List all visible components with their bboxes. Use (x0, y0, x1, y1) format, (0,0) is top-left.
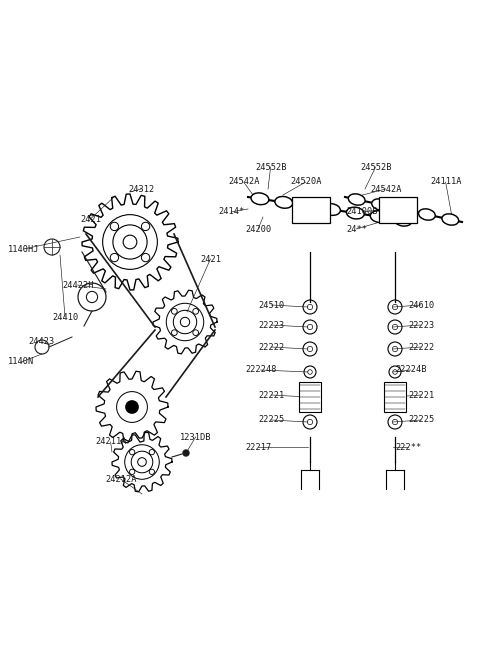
Text: 222248: 222248 (245, 365, 276, 374)
Text: 2421: 2421 (80, 214, 101, 223)
Text: 22225: 22225 (258, 415, 284, 424)
Text: 22223: 22223 (258, 321, 284, 330)
Text: 24211A: 24211A (95, 438, 127, 447)
Circle shape (126, 401, 138, 413)
Text: 22225: 22225 (408, 415, 434, 424)
Text: 1140N: 1140N (8, 357, 34, 367)
Text: 22222: 22222 (258, 342, 284, 351)
Text: 222**: 222** (395, 443, 421, 451)
Text: 24510: 24510 (258, 300, 284, 309)
Text: 2414*: 2414* (218, 208, 244, 217)
Ellipse shape (395, 204, 412, 215)
Ellipse shape (299, 200, 316, 212)
Text: 24212A: 24212A (105, 474, 136, 484)
Text: 22221: 22221 (258, 390, 284, 399)
Text: 24542A: 24542A (228, 177, 260, 187)
Text: 24312: 24312 (128, 185, 154, 194)
Bar (292, 197, 330, 223)
Text: 24100B: 24100B (346, 208, 377, 217)
Ellipse shape (348, 194, 365, 205)
Text: 1140HJ: 1140HJ (8, 244, 39, 254)
Bar (379, 197, 417, 223)
Ellipse shape (275, 196, 293, 208)
Text: 24200: 24200 (245, 225, 271, 233)
Circle shape (183, 450, 189, 456)
Ellipse shape (370, 211, 388, 223)
Ellipse shape (251, 193, 269, 205)
Text: 24**: 24** (346, 225, 367, 233)
Text: 24520A: 24520A (290, 177, 322, 187)
Ellipse shape (442, 214, 459, 225)
Text: 2421: 2421 (200, 254, 221, 263)
Text: 24542A: 24542A (370, 185, 401, 194)
Text: 24422H: 24422H (62, 281, 94, 290)
Text: 22217: 22217 (245, 443, 271, 451)
Text: 22223: 22223 (408, 321, 434, 330)
Bar (299, 382, 321, 412)
Text: 22221: 22221 (408, 390, 434, 399)
Ellipse shape (419, 209, 435, 220)
Text: 24552B: 24552B (255, 162, 287, 171)
Text: 24423: 24423 (28, 338, 54, 346)
Ellipse shape (372, 199, 388, 210)
Text: 22222: 22222 (408, 342, 434, 351)
Ellipse shape (323, 204, 340, 215)
Text: 24610: 24610 (408, 300, 434, 309)
Text: 24552B: 24552B (360, 162, 392, 171)
Bar (384, 382, 406, 412)
Ellipse shape (347, 207, 364, 219)
Text: 24111A: 24111A (430, 177, 461, 187)
Ellipse shape (394, 214, 412, 226)
Text: 24410: 24410 (52, 313, 78, 321)
Text: 22224B: 22224B (395, 365, 427, 374)
Text: 1231DB: 1231DB (180, 432, 212, 442)
